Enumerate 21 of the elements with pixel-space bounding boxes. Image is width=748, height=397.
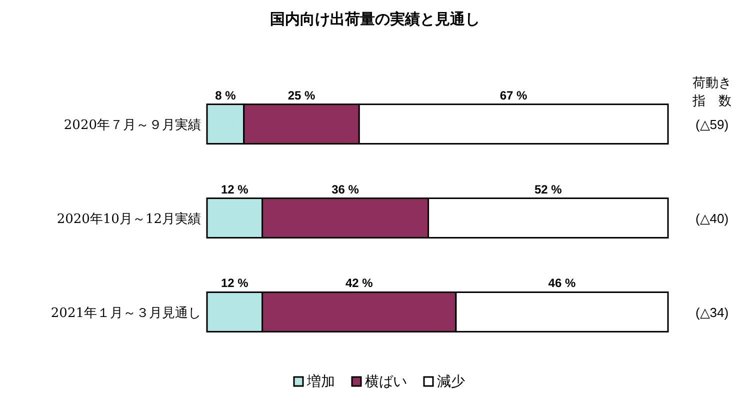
data-label: 36 % bbox=[332, 182, 360, 196]
y-tick-label: 2020年７月～９月実績 bbox=[64, 117, 201, 134]
chart-title: 国内向け出荷量の実績と見通し bbox=[270, 10, 480, 28]
y-tick-label: 2020年10月～12月実績 bbox=[56, 211, 201, 227]
data-label: 67 % bbox=[500, 88, 528, 102]
data-label: 12 % bbox=[220, 182, 249, 196]
data-label: 42 % bbox=[345, 276, 374, 290]
text: (△59) bbox=[695, 117, 729, 132]
data-label: 12 % bbox=[220, 276, 249, 290]
legend-label: 減少 bbox=[437, 374, 465, 390]
y-tick-label: 2021年１月～３月見通し bbox=[50, 306, 201, 321]
text: 指 数 bbox=[692, 94, 732, 109]
data-label: 25 % bbox=[288, 88, 316, 102]
data-label: 8 % bbox=[215, 88, 236, 102]
data-label: 46 % bbox=[548, 276, 576, 290]
legend-label: 増加 bbox=[306, 373, 335, 390]
legend-label: 横ばい bbox=[365, 374, 407, 390]
text: 荷動き bbox=[692, 76, 732, 91]
text: (△34) bbox=[695, 304, 729, 320]
data-label: 52 % bbox=[534, 182, 562, 196]
text: (△40) bbox=[695, 211, 729, 226]
